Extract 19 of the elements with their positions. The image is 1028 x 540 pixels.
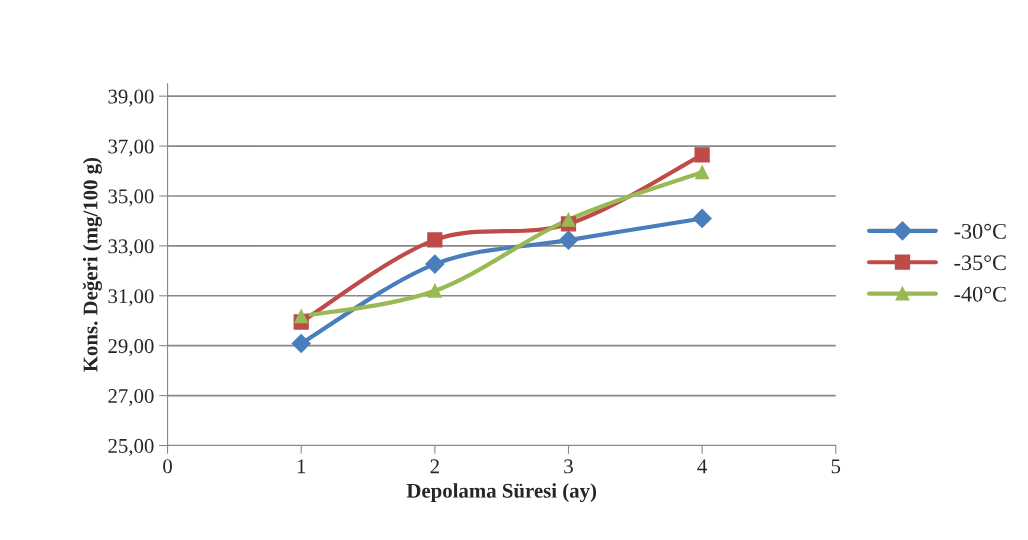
- x-axis-title: Depolama Süresi (ay): [406, 483, 597, 503]
- legend-label: -30°C: [954, 223, 1006, 239]
- x-tick-label: 3: [564, 459, 573, 474]
- legend-label: -40°C: [954, 286, 1006, 302]
- legend-label: -35°C: [954, 255, 1006, 271]
- x-tick-label: 1: [297, 459, 306, 474]
- y-tick-label: 35,00: [108, 189, 154, 207]
- y-tick-label: 39,00: [108, 89, 154, 107]
- y-axis-title: Kons. Değeri (mg/100 g): [82, 157, 102, 372]
- y-tick-label: 37,00: [108, 139, 154, 157]
- x-tick-label: 0: [163, 459, 172, 474]
- x-tick-label: 2: [430, 459, 439, 474]
- y-tick-label: 31,00: [108, 289, 154, 307]
- y-tick-label: 29,00: [108, 339, 154, 357]
- x-tick-label: 5: [831, 459, 841, 474]
- y-tick-label: 25,00: [108, 438, 154, 456]
- x-tick-label: 4: [697, 459, 708, 474]
- y-tick-label: 33,00: [108, 239, 154, 257]
- y-tick-label: 27,00: [108, 388, 154, 407]
